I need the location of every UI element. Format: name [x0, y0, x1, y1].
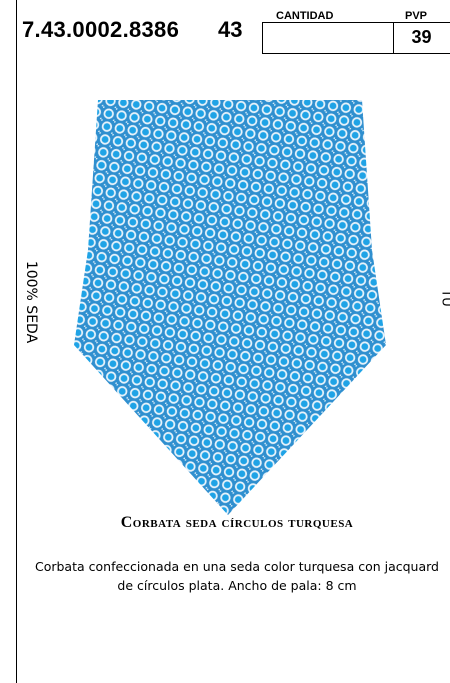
description-line: Corbata confeccionada en una seda color …	[20, 559, 450, 574]
product-title: Corbata seda círculos turquesa	[0, 514, 450, 532]
tie	[74, 100, 386, 515]
page: 7.43.0002.8386 43 CANTIDAD PVP 39 100% S…	[0, 0, 450, 683]
description-line: de círculos plata. Ancho de pala: 8 cm	[20, 578, 450, 593]
